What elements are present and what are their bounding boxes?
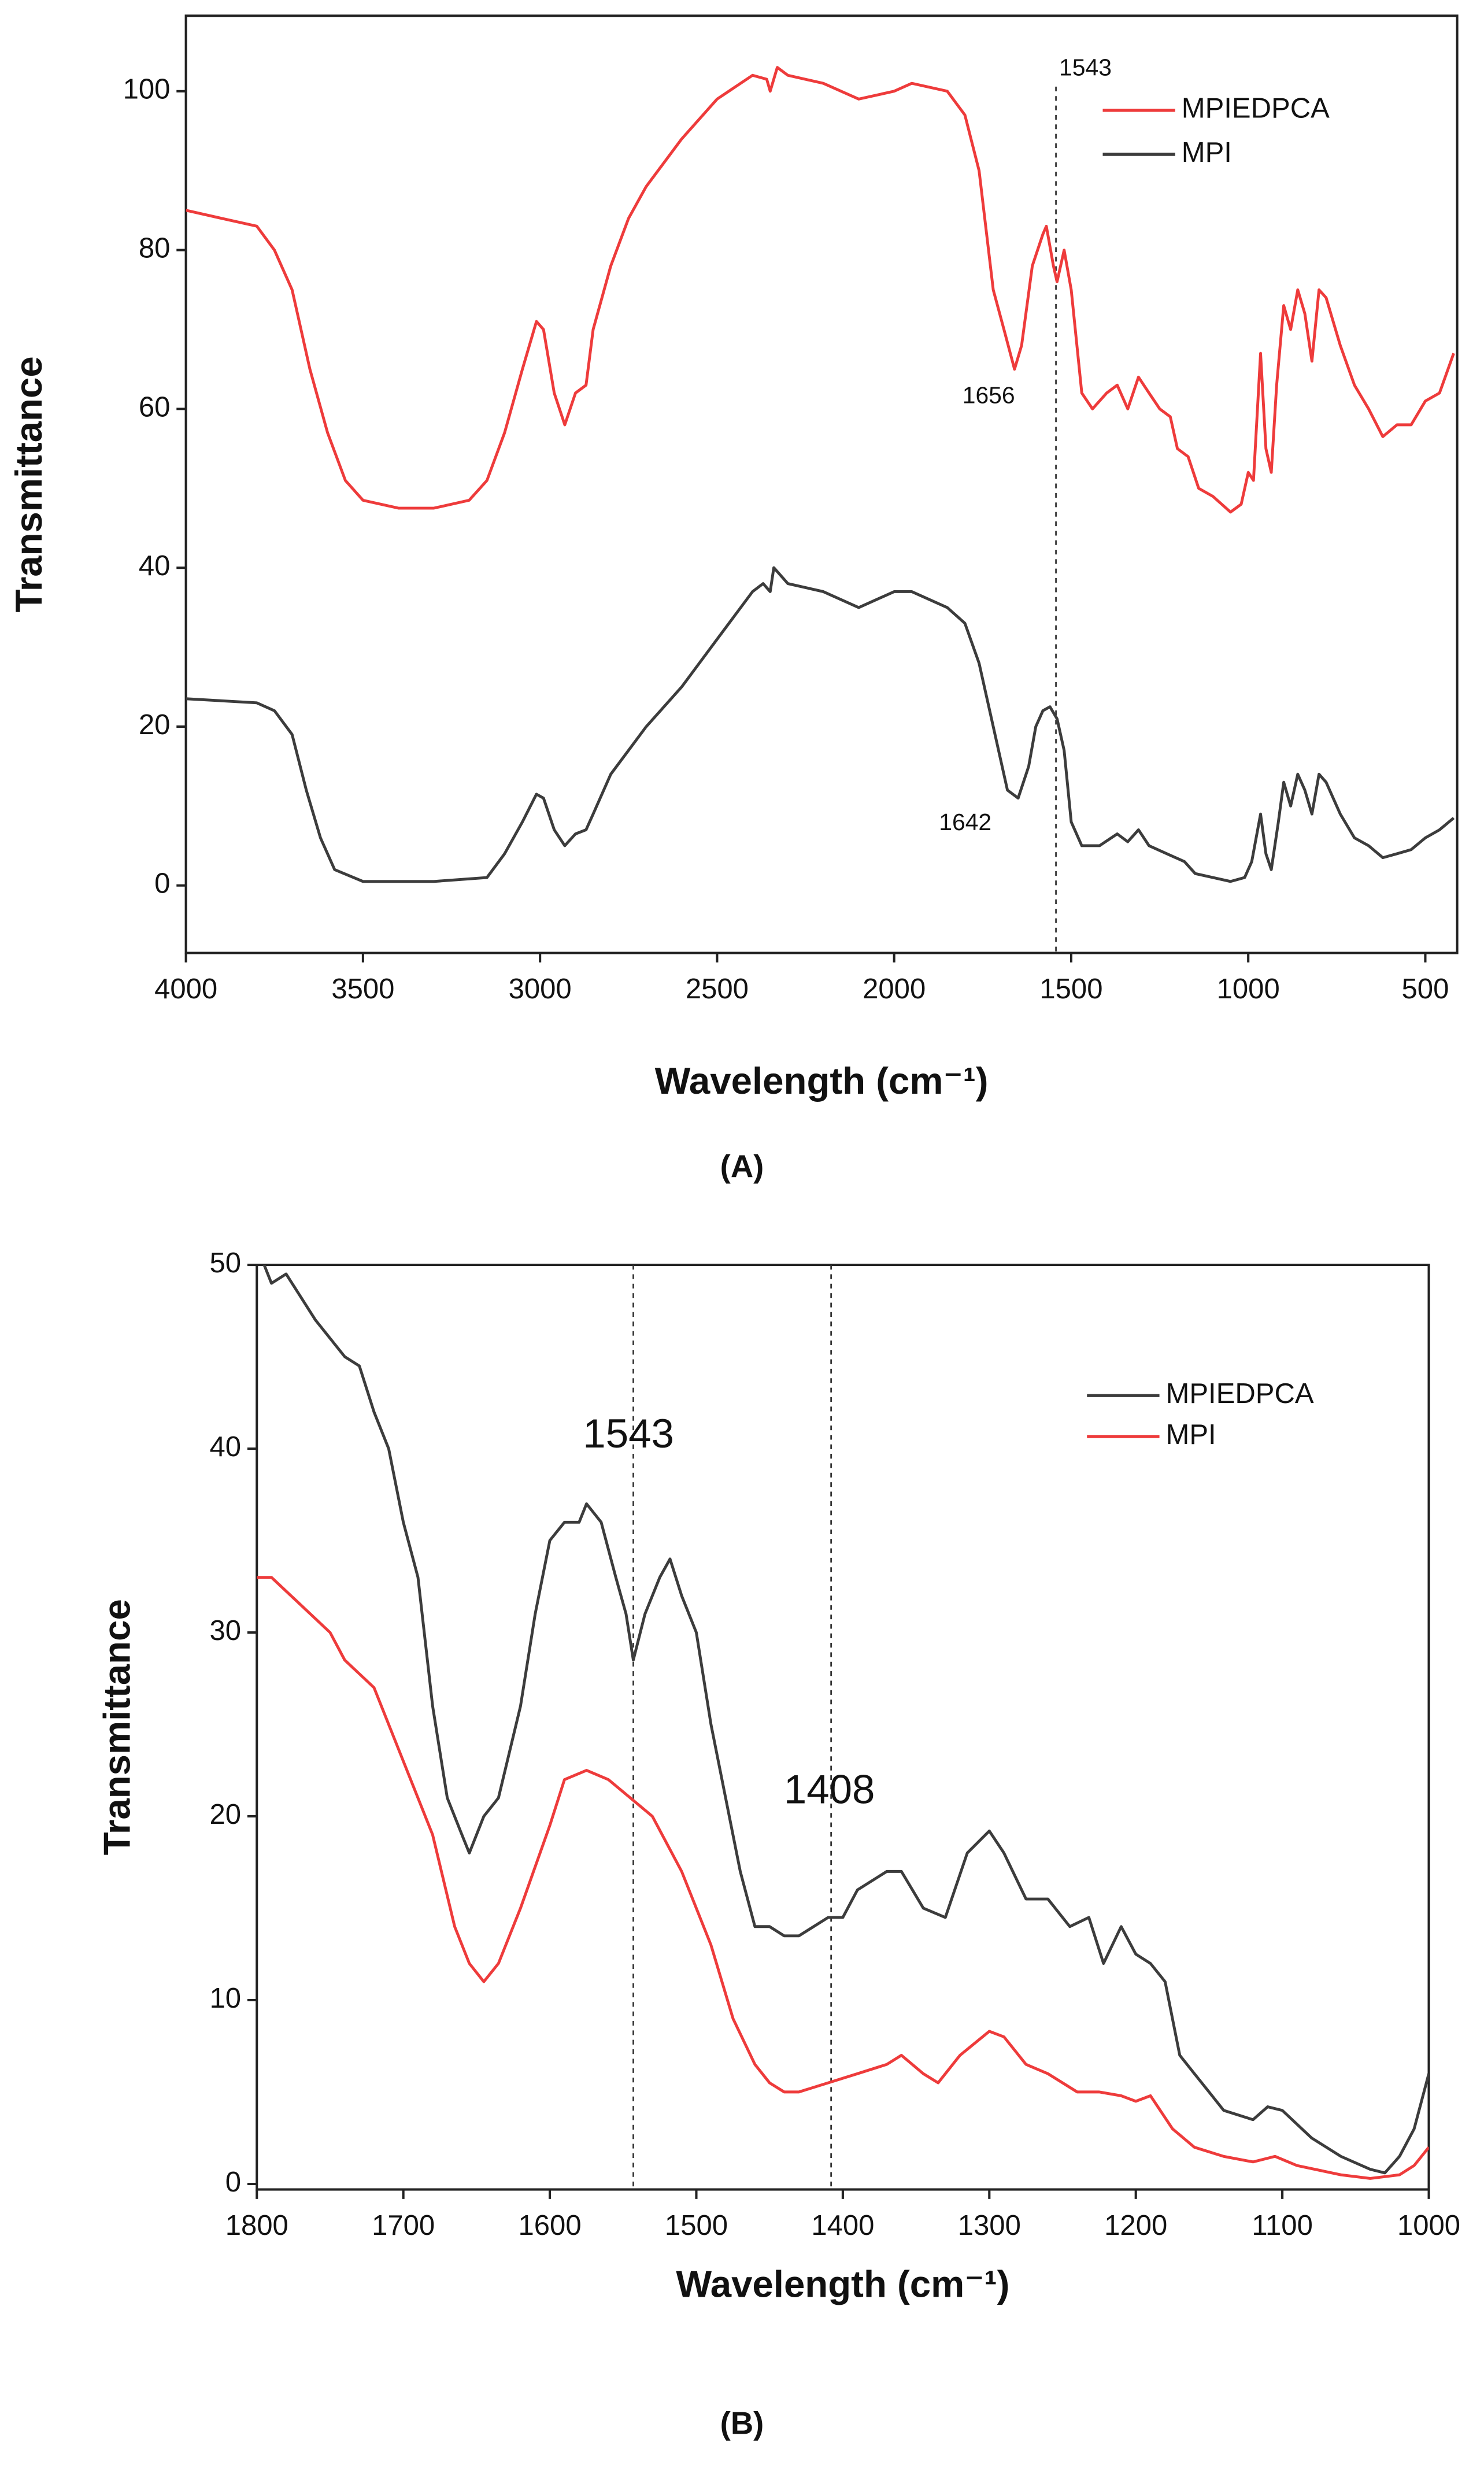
annotation: 1408	[784, 1767, 875, 1813]
x-tick-label: 1700	[372, 2210, 435, 2241]
x-tick-label: 3000	[509, 973, 572, 1005]
x-tick-label: 1100	[1252, 2210, 1312, 2241]
y-tick-label: 10	[209, 1983, 241, 2014]
legend-label: MPIEDPCA	[1165, 1378, 1313, 1409]
spectrum-line	[262, 1265, 1429, 2175]
panel: 0 20 40 60 80 100 4000 3500 3000 2500 2000 1500 1000…	[8, 14, 1459, 1184]
x-tick-label: 1000	[1397, 2210, 1460, 2241]
x-tick-label: 1600	[519, 2210, 582, 2241]
spectrum-line	[186, 66, 1455, 514]
x-axis-title: Wavelength (cm⁻¹)	[676, 2263, 1009, 2305]
y-tick-label: 20	[139, 709, 171, 741]
y-tick-label: 50	[209, 1247, 241, 1279]
panel-label: (A)	[720, 1149, 764, 1184]
x-tick-label: 2000	[863, 973, 926, 1005]
x-tick-label: 1300	[958, 2210, 1021, 2241]
spectrum-line	[186, 566, 1455, 883]
y-tick-label: 0	[154, 868, 170, 899]
x-tick-label: 2500	[686, 973, 749, 1005]
y-tick-label: 40	[139, 550, 171, 582]
y-tick-label: 0	[225, 2167, 241, 2198]
annotation: 1656	[963, 382, 1015, 408]
x-tick-label: 1500	[1039, 973, 1102, 1005]
x-tick-label: 3500	[331, 973, 394, 1005]
panel-label: (B)	[720, 2406, 764, 2441]
x-tick-label: 1500	[665, 2210, 728, 2241]
panel: 0 10 20 30 40 50 1800 1700 1600 1500 1400 1300 1200 1…	[95, 1247, 1460, 2441]
spectrum-line	[257, 1576, 1429, 2180]
annotation: 1543	[583, 1411, 674, 1457]
y-tick-label: 60	[139, 391, 171, 423]
x-tick-label: 1200	[1104, 2210, 1167, 2241]
x-tick-label: 4000	[154, 973, 217, 1005]
plot-frame	[184, 14, 1459, 954]
x-axis-title: Wavelength (cm⁻¹)	[655, 1060, 989, 1102]
legend-label: MPI	[1182, 137, 1232, 168]
legend-label: MPIEDPCA	[1182, 93, 1330, 124]
x-tick-label: 1000	[1217, 973, 1280, 1005]
annotation: 1642	[939, 809, 991, 835]
x-tick-label: 500	[1402, 973, 1449, 1005]
y-tick-label: 20	[209, 1799, 241, 1830]
y-tick-label: 80	[139, 233, 171, 264]
y-tick-label: 30	[209, 1615, 241, 1646]
x-tick-label: 1800	[225, 2210, 288, 2241]
legend-label: MPI	[1165, 1419, 1216, 1450]
y-axis-title: Transmittance	[95, 1599, 138, 1855]
annotation: 1543	[1059, 54, 1112, 81]
y-tick-label: 40	[209, 1431, 241, 1463]
y-axis-title: Transmittance	[8, 356, 50, 612]
y-tick-label: 100	[123, 74, 171, 105]
x-tick-label: 1400	[811, 2210, 874, 2241]
